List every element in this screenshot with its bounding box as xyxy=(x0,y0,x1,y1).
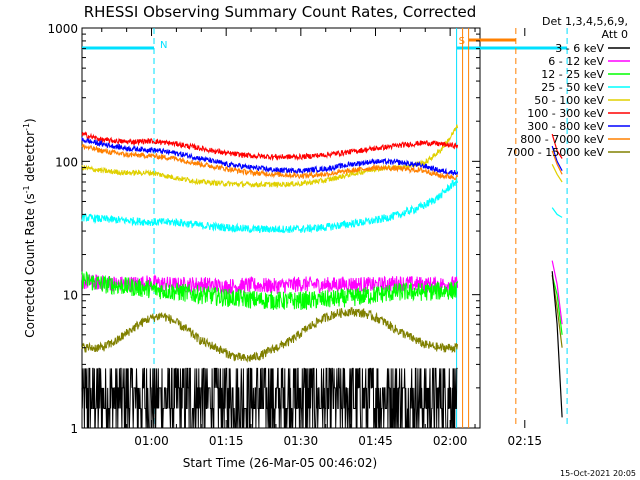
legend-header-line1: Det 1,3,4,5,6,9, xyxy=(542,15,628,28)
y-axis-label-sup1: -1 xyxy=(22,185,31,193)
legend-entry-label: 800 - 7000 keV xyxy=(520,133,604,146)
legend-entry-label: 6 - 12 keV xyxy=(548,55,604,68)
series-line xyxy=(81,177,459,234)
chart-title: RHESSI Observing Summary Count Rates, Co… xyxy=(84,3,477,21)
series-line xyxy=(81,124,459,189)
y-axis: 1000 100 10 1 xyxy=(47,22,480,436)
series-post-segment xyxy=(551,133,563,159)
y-axis-label-mid: detector xyxy=(23,131,37,186)
plot-frame xyxy=(81,27,481,429)
x-tick-label: 01:30 xyxy=(284,434,319,448)
x-tick-label: 01:15 xyxy=(209,434,244,448)
night-label: N xyxy=(160,40,167,51)
saa-label: S xyxy=(459,36,465,47)
y-axis-label-sup2: -1 xyxy=(22,123,31,131)
series-post-segment xyxy=(551,260,563,325)
legend-entry-label: 50 - 100 keV xyxy=(534,94,604,107)
series-line xyxy=(81,273,459,295)
series-post-segment xyxy=(551,271,563,418)
legend-entry-label: 100 - 300 keV xyxy=(527,107,604,120)
y-tick-label: 1000 xyxy=(47,22,78,36)
footer-timestamp: 15-Oct-2021 20:05 xyxy=(560,469,636,478)
series-layer xyxy=(81,124,563,429)
y-axis-label-main: Corrected Count Rate (s xyxy=(23,193,37,337)
x-tick-label: 01:45 xyxy=(358,434,393,448)
legend-entry-label: 7000 - 15000 keV xyxy=(506,146,604,159)
x-tick-label: 01:00 xyxy=(134,434,169,448)
y-axis-label-end: ) xyxy=(23,118,37,123)
y-tick-label: 10 xyxy=(63,289,78,303)
series-line xyxy=(81,137,459,176)
y-tick-label: 100 xyxy=(55,155,78,169)
series-post-segment xyxy=(551,164,563,183)
series-post-segment xyxy=(551,275,563,335)
series-line xyxy=(81,131,459,162)
y-axis-label: Corrected Count Rate (s-1 detector-1) xyxy=(22,118,37,337)
series-line xyxy=(81,144,459,181)
y-tick-label: 1 xyxy=(70,422,78,436)
x-axis: 01:00 01:15 01:30 01:45 02:00 02:15 xyxy=(101,28,542,448)
series-line xyxy=(81,271,459,311)
series-post-segment xyxy=(551,150,563,175)
series-post-segment xyxy=(551,145,563,171)
series-line xyxy=(81,367,458,429)
x-tick-label: 02:00 xyxy=(433,434,468,448)
legend-entry-label: 25 - 50 keV xyxy=(541,81,604,94)
legend-header-line2: Att 0 xyxy=(602,28,628,41)
legend-entry-label: 300 - 800 keV xyxy=(527,120,604,133)
x-axis-label: Start Time (26-Mar-05 00:46:02) xyxy=(183,456,377,470)
series-post-segment xyxy=(551,207,563,218)
x-tick-label: 02:15 xyxy=(507,434,542,448)
series-line xyxy=(81,307,459,363)
legend-entry-label: 12 - 25 keV xyxy=(541,68,604,81)
legend-entry-label: 3 - 6 keV xyxy=(555,42,604,55)
